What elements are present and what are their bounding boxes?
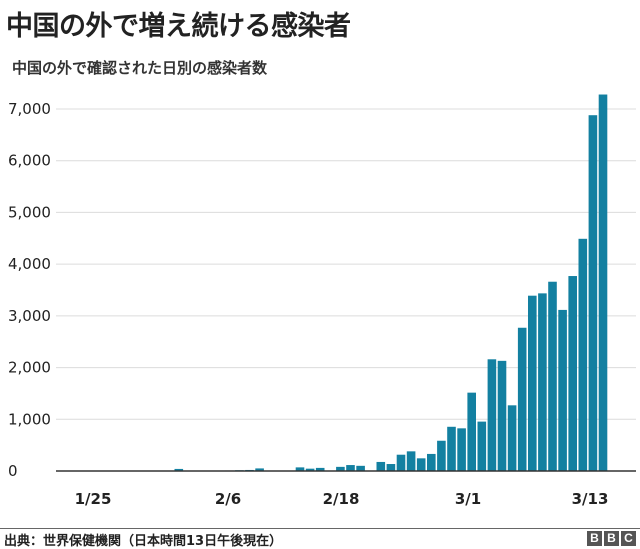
bbc-logo-c: C — [621, 531, 636, 546]
bbc-logo-b2: B — [604, 531, 619, 546]
bar-2/22 — [396, 454, 406, 471]
bar-2/21 — [386, 464, 396, 471]
bar-3/9 — [558, 309, 567, 471]
x-tick-label: 2/18 — [323, 490, 360, 508]
bar-2/17 — [346, 465, 355, 471]
bar-2/13 — [305, 468, 315, 471]
bar-2/12 — [295, 467, 305, 471]
bar-3/2 — [487, 359, 497, 471]
y-tick-label: 2,000 — [8, 359, 51, 377]
bar-1/31 — [174, 468, 184, 471]
y-tick-label: 0 — [8, 462, 18, 480]
bar-2/28 — [457, 428, 466, 471]
footer-divider — [0, 528, 640, 529]
x-tick-label: 3/13 — [572, 490, 609, 508]
bar-3/10 — [568, 276, 577, 471]
bar-3/1 — [477, 421, 487, 471]
bbc-logo-b1: B — [587, 531, 602, 546]
bar-3/8 — [548, 281, 557, 471]
bar-3/11 — [578, 238, 588, 471]
x-tick-label: 3/1 — [455, 490, 481, 508]
bar-3/12 — [588, 115, 598, 471]
y-tick-label: 3,000 — [8, 307, 51, 325]
chart-subtitle: 中国の外で確認された日別の感染者数 — [12, 59, 268, 77]
bar-2/18 — [356, 465, 365, 471]
bar-2/16 — [336, 466, 345, 471]
bar-2/27 — [447, 426, 456, 471]
bar-3/7 — [538, 293, 547, 471]
bar-3/6 — [528, 295, 537, 471]
bar-2/24 — [416, 458, 426, 471]
x-tick-label: 2/6 — [215, 490, 241, 508]
bar-2/26 — [437, 440, 446, 471]
y-tick-label: 1,000 — [8, 410, 51, 428]
bar-3/13 — [598, 94, 608, 472]
y-tick-label: 6,000 — [8, 152, 51, 170]
bar-2/25 — [427, 453, 436, 471]
bar-3/5 — [517, 327, 527, 471]
y-tick-label: 7,000 — [8, 100, 51, 118]
source-note: 出典：世界保健機関（日本時間13日午後現在） — [4, 534, 283, 549]
chart-title: 中国の外で増え続ける感染者 — [6, 11, 351, 42]
x-tick-label: 1/25 — [75, 490, 112, 508]
bar-2/23 — [406, 451, 416, 471]
bar-3/4 — [507, 405, 517, 471]
bar-2/20 — [376, 461, 386, 471]
bar-3/3 — [497, 360, 507, 471]
bar-2/14 — [315, 467, 325, 471]
y-tick-label: 5,000 — [8, 203, 51, 221]
bar-2/8 — [255, 468, 264, 471]
bar-2/29 — [467, 392, 476, 471]
y-tick-label: 4,000 — [8, 255, 51, 273]
bar-chart: 0 1,000 2,000 3,000 4,000 5,000 6,000 7,000 1/25… — [8, 94, 636, 508]
